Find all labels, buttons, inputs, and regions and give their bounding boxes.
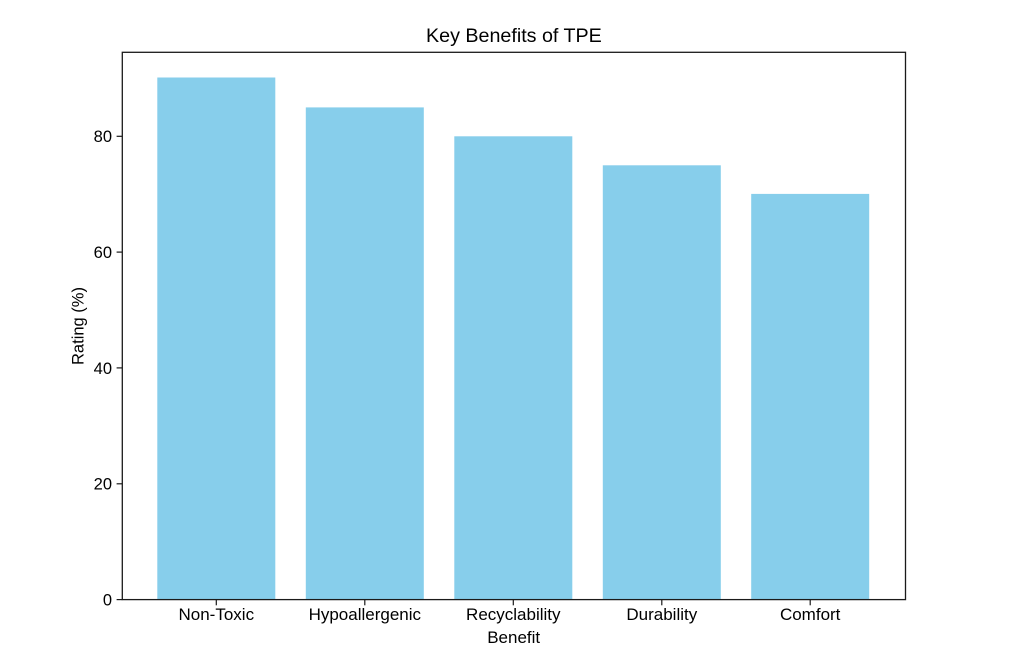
svg-text:Recyclability: Recyclability — [466, 605, 561, 624]
svg-text:Non-Toxic: Non-Toxic — [179, 605, 255, 624]
svg-text:Rating (%): Rating (%) — [70, 287, 88, 365]
svg-text:Benefit: Benefit — [487, 628, 540, 647]
svg-text:80: 80 — [94, 128, 112, 146]
svg-text:20: 20 — [94, 476, 112, 494]
svg-text:0: 0 — [103, 592, 112, 610]
svg-text:Durability: Durability — [626, 605, 697, 624]
svg-text:60: 60 — [94, 244, 112, 262]
svg-text:40: 40 — [94, 360, 112, 378]
svg-text:Comfort: Comfort — [780, 605, 841, 624]
svg-text:Hypoallergenic: Hypoallergenic — [309, 605, 422, 624]
svg-text:Key Benefits of TPE: Key Benefits of TPE — [426, 25, 602, 47]
